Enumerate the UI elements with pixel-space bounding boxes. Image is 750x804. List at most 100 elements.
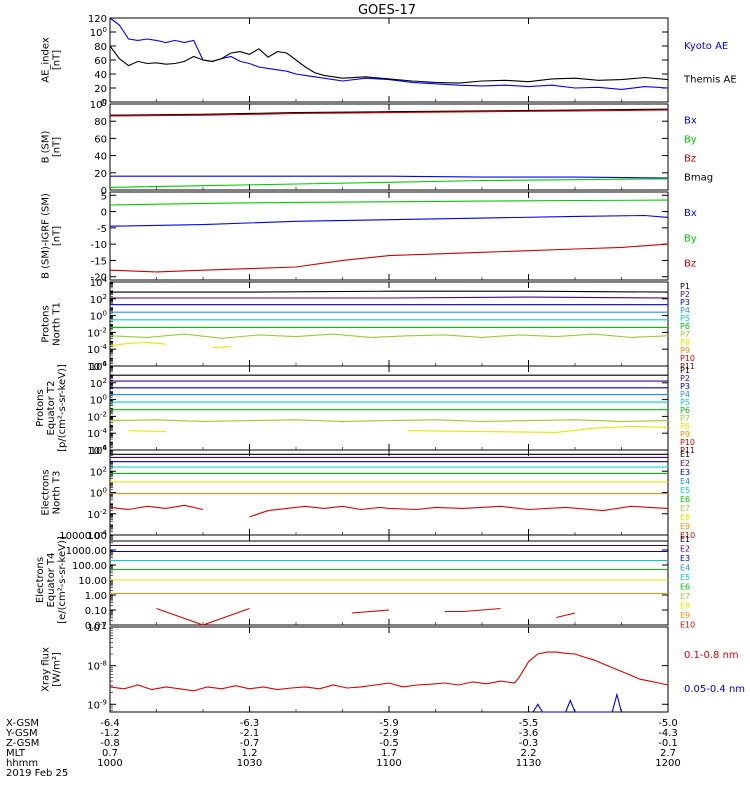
x-row-value: 1100	[376, 758, 401, 769]
legend-p11: P11	[680, 446, 695, 455]
y-axis-label: [e/(cm²-s-sr-keV)]	[57, 536, 68, 624]
y-tick-label: 0	[101, 208, 107, 219]
y-axis-label: Xray flux	[41, 647, 52, 692]
panel-bdiff: -20 -15 -10 -5 0 5 B (SM)-IGRF (SM) [nT] Bx By Bz	[41, 191, 697, 283]
x-row-value: 0.7	[102, 748, 118, 759]
x-row-value: -4.3	[658, 728, 678, 739]
y-axis-label: Electrons	[41, 469, 52, 515]
y-tick-label: 10-4	[87, 343, 107, 356]
y-axis-label: North T3	[52, 471, 63, 515]
legend-e9: E9	[680, 611, 690, 620]
x-row-value: -0.7	[240, 738, 260, 749]
x-row-value: -0.5	[379, 738, 399, 749]
y-axis-label: [nT]	[52, 50, 63, 70]
legend-p2: P2	[680, 290, 690, 299]
y-axis-label: Equator T4	[46, 553, 57, 608]
legend-p7: P7	[680, 330, 690, 339]
x-row-value: -0.1	[658, 738, 678, 749]
y-axis-label: AE_index	[41, 37, 52, 83]
series-line-bmag	[109, 108, 669, 116]
legend-p2: P2	[680, 374, 690, 383]
x-row-value: -6.3	[240, 718, 260, 729]
legend-p6: P6	[680, 406, 690, 415]
y-axis-label: Protons	[35, 389, 46, 426]
series-line-p8	[212, 346, 231, 349]
legend-bx: Bx	[684, 208, 697, 219]
legend-e6: E6	[680, 583, 690, 592]
legend-p11: P11	[680, 362, 695, 371]
x-row-value: -1.2	[100, 728, 120, 739]
y-tick-label: 10-2	[87, 410, 107, 423]
legend-p6: P6	[680, 322, 690, 331]
series-line-bz	[109, 109, 669, 117]
y-tick-label: 102	[90, 377, 107, 390]
y-tick-label: 0.01	[85, 621, 107, 632]
legend-e8: E8	[680, 513, 690, 522]
legend-p4: P4	[680, 306, 690, 315]
y-axis-label: North T1	[52, 302, 63, 346]
y-tick-label: 10-2	[87, 326, 107, 339]
series-line-themis-ae	[109, 45, 669, 84]
series-line-e8	[444, 607, 501, 613]
x-row-value: -2.9	[379, 728, 399, 739]
legend-bz: Bz	[684, 258, 696, 269]
y-tick-label: 10-7	[87, 621, 107, 634]
series-line-e8	[156, 607, 250, 626]
legend-p8: P8	[680, 422, 690, 431]
series-line-bz	[109, 243, 669, 273]
y-tick-label: 100	[90, 394, 107, 407]
x-row-label: hhmm	[6, 758, 38, 769]
legend-by: By	[684, 233, 697, 244]
legend-p4: P4	[680, 390, 690, 399]
y-tick-label: 80	[94, 117, 107, 128]
legend-themis-ae: Themis AE	[683, 75, 737, 86]
y-tick-label: 0	[101, 98, 107, 109]
x-row-value: 1.2	[242, 748, 258, 759]
x-row-value: 1200	[655, 758, 680, 769]
y-axis-label: [nT]	[52, 137, 63, 157]
y-tick-label: 104	[90, 276, 108, 289]
legend-p1: P1	[680, 282, 690, 291]
series-line-e8	[249, 505, 669, 518]
y-tick-label: 102	[90, 465, 107, 478]
y-tick-label: 40	[94, 152, 107, 163]
legend-bx: Bx	[684, 115, 697, 126]
legend-e4: E4	[680, 564, 690, 573]
series-line-0-05-0-4-nm	[532, 692, 623, 713]
series-line-p2	[110, 296, 669, 299]
y-axis-label: [nT]	[52, 226, 63, 246]
y-tick-label: 100.00	[72, 561, 107, 572]
series-line-by	[109, 199, 669, 206]
x-row-value: -2.1	[240, 728, 260, 739]
x-row-value: 1000	[97, 758, 122, 769]
x-row-value: -5.9	[379, 718, 399, 729]
y-axis-label: [p/(cm²-s-sr-keV)]	[57, 364, 68, 452]
x-row-value: 1.7	[381, 748, 397, 759]
legend-p8: P8	[680, 338, 690, 347]
legend-e4: E4	[680, 477, 690, 486]
series-line-bx	[109, 214, 669, 227]
y-tick-label: 10-4	[87, 427, 107, 440]
series-line-bx	[110, 175, 669, 179]
x-row-label: Z-GSM	[6, 738, 39, 749]
y-axis-label: Equator T2	[46, 381, 57, 436]
legend-e1: E1	[680, 535, 690, 544]
series-line-p7	[109, 419, 669, 422]
y-tick-label: 120	[88, 14, 107, 25]
series-line-p1	[110, 290, 669, 293]
y-tick-label: 100	[90, 310, 107, 323]
legend-bz: Bz	[684, 154, 696, 165]
date-label: 2019 Feb 25	[6, 768, 68, 779]
y-tick-label: 5	[101, 191, 107, 202]
y-tick-label: 0.10	[85, 606, 107, 617]
legend-e9: E9	[680, 522, 690, 531]
legend-e2: E2	[680, 545, 690, 554]
series-line-by	[109, 178, 669, 188]
y-tick-label: 104	[90, 444, 108, 457]
series-line-p8	[128, 430, 166, 433]
legend-e6: E6	[680, 495, 690, 504]
legend-p3: P3	[680, 298, 690, 307]
y-tick-label: 100	[90, 98, 107, 111]
